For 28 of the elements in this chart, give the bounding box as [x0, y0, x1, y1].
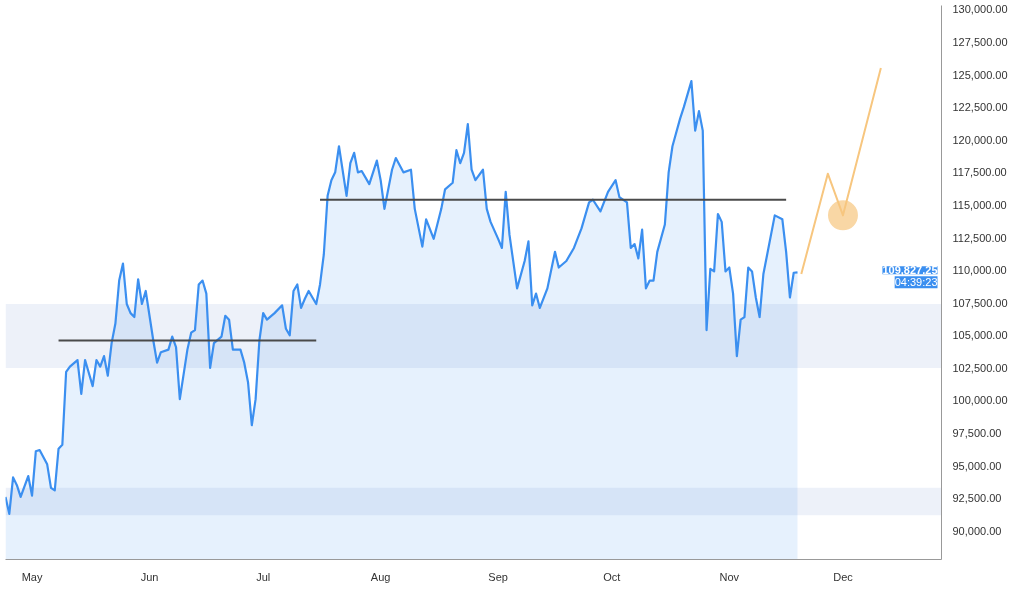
y-tick-label: 117,500.00 — [952, 166, 1007, 179]
y-tick-label: 102,500.00 — [952, 361, 1008, 374]
y-tick-label: 97,500.00 — [952, 427, 1002, 440]
x-tick-label: Aug — [370, 570, 391, 583]
x-tick-label: Dec — [833, 570, 854, 583]
y-tick-label: 110,000.00 — [952, 264, 1007, 277]
y-tick-label: 125,000.00 — [952, 68, 1008, 81]
y-tick-label: 90,000.00 — [952, 524, 1002, 537]
x-tick-label: May — [21, 570, 43, 583]
x-tick-label: Jun — [140, 570, 159, 583]
y-tick-label: 130,000.00 — [952, 3, 1008, 16]
y-tick-label: 92,500.00 — [952, 492, 1002, 505]
y-tick-label: 120,000.00 — [952, 133, 1008, 146]
y-tick-label: 95,000.00 — [952, 459, 1002, 472]
y-tick-label: 105,000.00 — [952, 329, 1008, 342]
annotation: 109,827.25 — [882, 264, 938, 277]
x-tick-label: Jul — [256, 570, 271, 583]
y-tick-label: 107,500.00 — [952, 296, 1008, 309]
y-tick-label: 127,500.00 — [952, 36, 1008, 48]
y-tick-label: 100,000.00 — [952, 394, 1008, 407]
line-series — [800, 67, 882, 276]
y-tick-label: 115,000.00 — [952, 198, 1007, 211]
x-tick-label: Oct — [603, 570, 621, 583]
y-tick-label: 112,500.00 — [952, 231, 1007, 244]
x-tick-label: Nov — [719, 570, 740, 583]
x-tick-label: Sep — [488, 570, 508, 583]
y-tick-label: 122,500.00 — [952, 101, 1008, 114]
annotation: 04:39:23 — [894, 276, 938, 289]
